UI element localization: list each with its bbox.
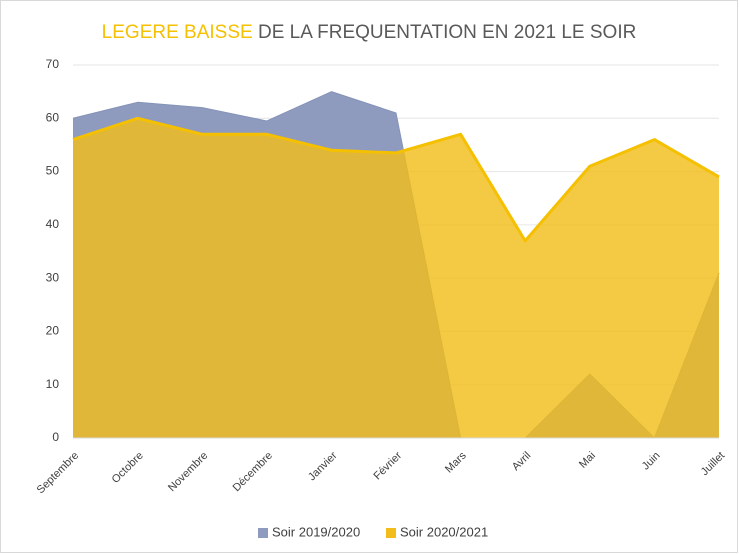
y-tick-label: 20: [46, 324, 60, 338]
y-tick-label: 30: [46, 270, 60, 284]
legend-swatch: [258, 528, 268, 538]
title-highlight: LEGERE BAISSE: [102, 22, 253, 43]
y-tick-label: 60: [46, 110, 60, 124]
area: [73, 118, 719, 439]
chart-title: LEGERE BAISSE DE LA FREQUENTATION EN 202…: [102, 22, 637, 43]
title-rest: DE LA FREQUENTATION EN 2021 LE SOIR: [258, 22, 636, 43]
y-tick-label: 50: [46, 164, 60, 178]
legend-label: Soir 2020/2021: [400, 524, 488, 539]
area-line: [72, 116, 720, 243]
y-tick-label: 70: [46, 57, 60, 71]
legend-swatch: [386, 528, 396, 538]
y-tick-label: 40: [46, 217, 60, 231]
y-tick-label: 0: [52, 430, 59, 444]
y-tick-label: 10: [46, 377, 60, 391]
legend-label: Soir 2019/2020: [272, 524, 360, 539]
